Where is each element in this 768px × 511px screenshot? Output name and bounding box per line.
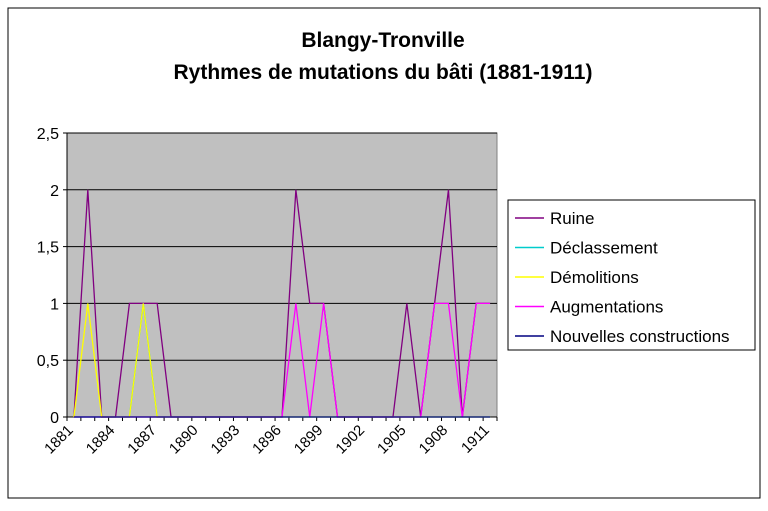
legend-label: Nouvelles constructions [550,327,730,346]
y-tick-label: 0 [50,410,59,427]
y-tick-label: 1 [50,296,59,313]
legend-label: Déclassement [550,239,658,258]
legend-label: Ruine [550,209,594,228]
y-tick-label: 2 [50,183,59,200]
y-tick-label: 1,5 [37,240,59,257]
legend-label: Augmentations [550,298,663,317]
y-tick-label: 0,5 [37,353,59,370]
plot-area [66,132,498,418]
legend-label: Démolitions [550,268,639,287]
y-tick-label: 2,5 [37,126,59,143]
legend-box [507,199,756,351]
chart-title: Rythmes de mutations du bâti (1881-1911) [174,61,593,84]
chart-title: Blangy-Tronville [301,29,464,52]
